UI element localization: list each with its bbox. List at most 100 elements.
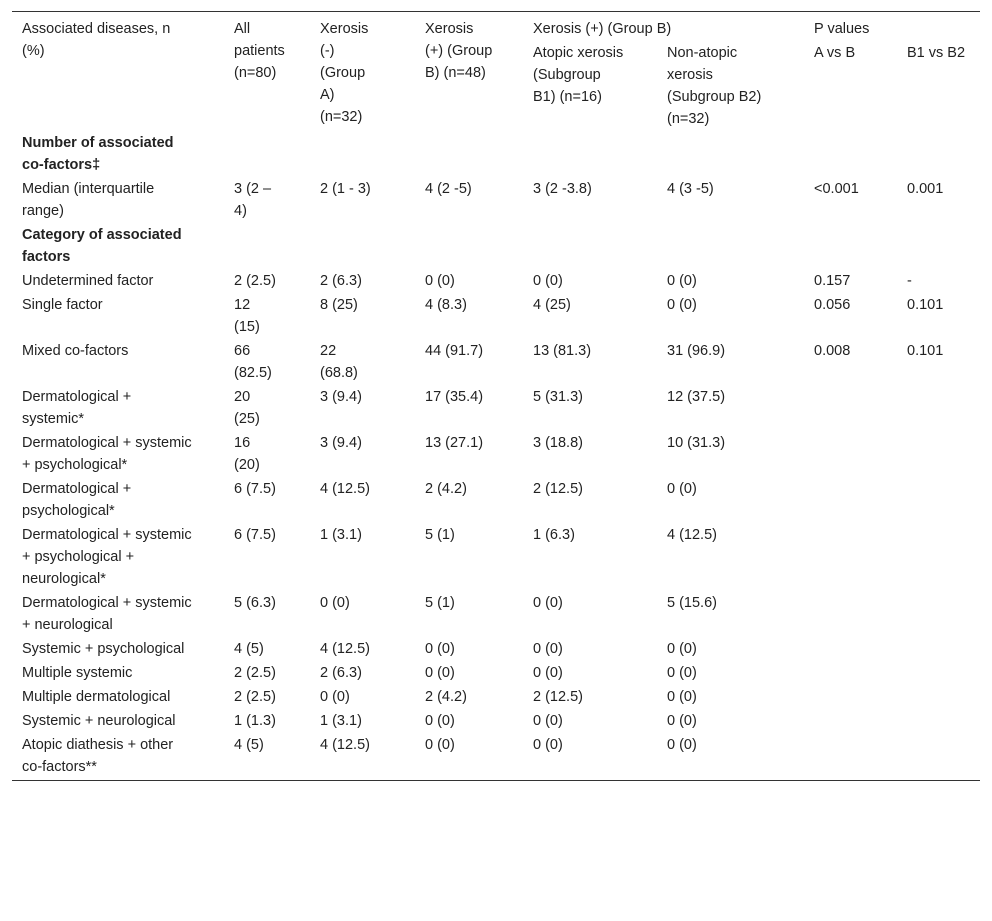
data-row: Dermatological + systemic + neurological… (12, 590, 980, 636)
empty-cell (897, 476, 980, 522)
cell: 13 (27.1) (425, 435, 484, 451)
cell: 17 (35.4) (425, 389, 484, 405)
header-row: Atopic xerosis (Subgroup B1) (n=16) Non-a… (12, 40, 980, 130)
cell: 4 (12.5) (320, 641, 370, 657)
header-cell: B1 vs B2 (907, 45, 966, 61)
cell: 0 (0) (320, 595, 350, 611)
empty-cell (897, 636, 980, 660)
cell: 0 (0) (667, 481, 697, 497)
cell: Dermatological + systemic + psychologica… (22, 527, 192, 587)
empty-cell (804, 384, 897, 430)
empty-cell (804, 708, 897, 732)
empty-cell (804, 660, 897, 684)
cell: 0 (0) (425, 665, 455, 681)
empty-cell (224, 222, 310, 268)
empty-cell (310, 222, 415, 268)
cell: 13 (81.3) (533, 343, 592, 359)
empty-cell (897, 590, 980, 636)
data-row: Single factor 12 (15) 8 (25) 4 (8.3) 4 (25) 0… (12, 292, 980, 338)
data-table: Associated diseases, n (%) All patients (… (12, 11, 981, 781)
cell: 44 (91.7) (425, 343, 484, 359)
cell: Undetermined factor (22, 273, 154, 289)
data-row: Systemic + neurological 1 (1.3) 1 (3.1) 0 (… (12, 708, 980, 732)
empty-cell (804, 130, 897, 176)
cell: 0.101 (907, 297, 944, 313)
data-row: Undetermined factor 2 (2.5) 2 (6.3) 0 (0) 0 … (12, 268, 980, 292)
cell: 5 (1) (425, 595, 455, 611)
cell: 0 (0) (667, 297, 697, 313)
cell: 0 (0) (320, 689, 350, 705)
cell: 1 (1.3) (234, 713, 276, 729)
cell: 2 (4.2) (425, 689, 467, 705)
empty-cell (804, 430, 897, 476)
empty-cell (897, 684, 980, 708)
data-row: Multiple systemic 2 (2.5) 2 (6.3) 0 (0) 0 (0… (12, 660, 980, 684)
cell: 2 (1 - 3) (320, 181, 371, 197)
cell: 2 (6.3) (320, 665, 362, 681)
data-row: Mixed co-factors 66 (82.5) 22 (68.8) 44 (91… (12, 338, 980, 384)
empty-cell (804, 222, 897, 268)
cell: 5 (31.3) (533, 389, 583, 405)
table-body: Number of associated co-factors‡ Median (… (12, 130, 980, 781)
header-cell: Atopic xerosis (Subgroup B1) (n=16) (533, 45, 624, 105)
empty-cell (224, 130, 310, 176)
cell: 0 (0) (667, 713, 697, 729)
cell: 3 (9.4) (320, 389, 362, 405)
header-cell: Xerosis (-) (Group A) (n=32) (320, 21, 369, 125)
data-row: Dermatological + systemic + psychologica… (12, 522, 980, 590)
cell: 0 (0) (533, 713, 563, 729)
cell: 3 (2 – 4) (234, 181, 272, 219)
cell: 2 (6.3) (320, 273, 362, 289)
table-header: Associated diseases, n (%) All patients (… (12, 12, 980, 131)
cell: <0.001 (814, 181, 859, 197)
cell: 5 (6.3) (234, 595, 276, 611)
empty-cell (804, 522, 897, 590)
cell: 0 (0) (667, 273, 697, 289)
cell: 0 (0) (425, 713, 455, 729)
cell: 22 (68.8) (320, 343, 358, 381)
cell: Dermatological + systemic + neurological (22, 595, 192, 633)
cell: 4 (12.5) (667, 527, 717, 543)
cell: 1 (6.3) (533, 527, 575, 543)
cell: 0 (0) (533, 665, 563, 681)
section-heading: Number of associated co-factors‡ (22, 135, 174, 173)
cell: Systemic + psychological (22, 641, 185, 657)
cell: Systemic + neurological (22, 713, 176, 729)
cell: 2 (4.2) (425, 481, 467, 497)
header-cell: P values (814, 21, 870, 37)
cell: 4 (12.5) (320, 737, 370, 753)
cell: 2 (12.5) (533, 481, 583, 497)
cell: 0 (0) (425, 641, 455, 657)
cell: 0.157 (814, 273, 851, 289)
header-row: Associated diseases, n (%) All patients (… (12, 12, 980, 125)
cell: Dermatological + psychological* (22, 481, 132, 519)
cell: 6 (7.5) (234, 481, 276, 497)
empty-cell (415, 130, 523, 176)
cell: 4 (8.3) (425, 297, 467, 313)
cell: 1 (3.1) (320, 713, 362, 729)
header-cell: A vs B (814, 45, 856, 61)
cell: 5 (1) (425, 527, 455, 543)
cell: 10 (31.3) (667, 435, 726, 451)
cell: 5 (15.6) (667, 595, 717, 611)
empty-cell (897, 222, 980, 268)
cell: 2 (2.5) (234, 665, 276, 681)
empty-cell (523, 130, 657, 176)
data-row: Multiple dermatological 2 (2.5) 0 (0) 2 (4.… (12, 684, 980, 708)
cell: Multiple dermatological (22, 689, 171, 705)
cell: 0.101 (907, 343, 944, 359)
cell: 0 (0) (533, 273, 563, 289)
section-row: Category of associated factors (12, 222, 980, 268)
header-cell: Associated diseases, n (%) (22, 21, 171, 59)
cell: 0.056 (814, 297, 851, 313)
cell: 0 (0) (425, 273, 455, 289)
empty-cell (657, 130, 804, 176)
empty-cell (415, 222, 523, 268)
cell: 0 (0) (533, 595, 563, 611)
empty-cell (310, 130, 415, 176)
cell: 6 (7.5) (234, 527, 276, 543)
data-row: Dermatological + psychological* 6 (7.5) 4 … (12, 476, 980, 522)
cell: Atopic diathesis + other co-factors** (22, 737, 174, 775)
cell: 66 (82.5) (234, 343, 272, 381)
